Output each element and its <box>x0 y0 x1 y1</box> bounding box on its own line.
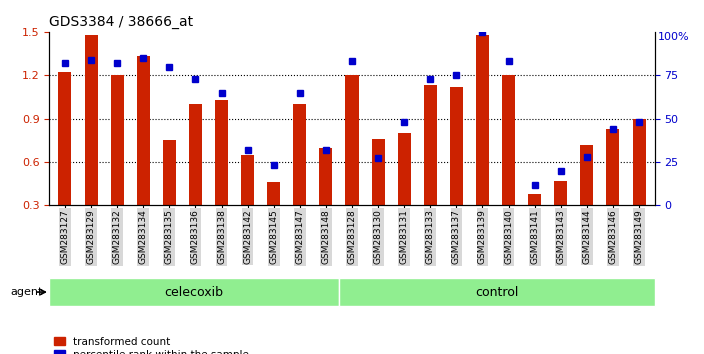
Bar <box>476 35 489 249</box>
Text: GDS3384 / 38666_at: GDS3384 / 38666_at <box>49 16 194 29</box>
Bar <box>346 75 358 249</box>
Text: celecoxib: celecoxib <box>165 286 224 298</box>
Text: control: control <box>475 286 518 298</box>
Bar <box>398 133 410 249</box>
Legend: transformed count, percentile rank within the sample: transformed count, percentile rank withi… <box>54 337 249 354</box>
Bar <box>528 194 541 249</box>
Bar <box>163 140 176 249</box>
Bar <box>189 104 202 249</box>
Text: 100%: 100% <box>658 32 689 42</box>
Bar <box>137 56 150 249</box>
Bar <box>450 87 463 249</box>
Bar <box>502 75 515 249</box>
Bar <box>372 139 384 249</box>
Bar <box>84 35 98 249</box>
Bar <box>554 181 567 249</box>
Bar <box>111 75 124 249</box>
FancyBboxPatch shape <box>49 278 339 306</box>
Bar <box>268 182 280 249</box>
Bar <box>632 119 646 249</box>
Bar <box>424 85 436 249</box>
Bar <box>58 72 72 249</box>
Bar <box>294 104 306 249</box>
Bar <box>215 100 228 249</box>
Bar <box>241 155 254 249</box>
Bar <box>606 129 620 249</box>
FancyBboxPatch shape <box>339 278 655 306</box>
Bar <box>580 144 593 249</box>
Text: agent: agent <box>10 287 42 297</box>
Bar <box>320 148 332 249</box>
